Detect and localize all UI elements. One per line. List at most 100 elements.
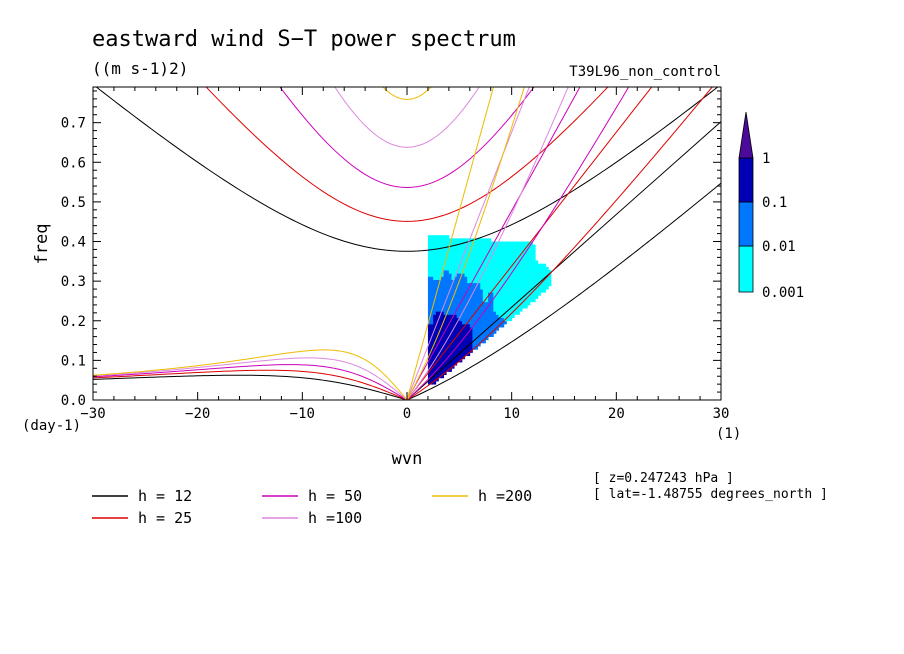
shading-cell (443, 238, 447, 242)
shading-cell (461, 311, 465, 315)
shading-cell (509, 282, 513, 287)
shading-cell (506, 298, 510, 303)
shading-cell (464, 266, 468, 271)
shading-cell (477, 260, 481, 265)
shading-cell (469, 323, 473, 328)
shading-cell (461, 263, 465, 268)
shading-cell (501, 260, 505, 265)
shading-cell (433, 365, 437, 369)
shading-cell (451, 333, 455, 338)
shading-cell (464, 257, 468, 261)
shading-cell (488, 317, 492, 322)
shading-cell (433, 330, 437, 334)
shading-cell (446, 301, 450, 306)
shading-cell (467, 349, 471, 353)
shading-cell (443, 247, 447, 252)
shading-cell (522, 273, 526, 277)
shading-cell (430, 342, 434, 347)
shading-cell (503, 282, 507, 287)
shading-cell (451, 244, 455, 249)
shading-cell (472, 279, 476, 284)
shading-cell (443, 327, 447, 331)
shading-cell (464, 311, 468, 315)
shading-cell (430, 374, 434, 379)
shading-cell (488, 304, 492, 309)
shading-cell (482, 295, 486, 299)
shading-cell (514, 266, 518, 271)
shading-cell (516, 282, 520, 287)
shading-cell (535, 295, 539, 299)
shading-cell (427, 235, 431, 239)
shading-cell (430, 371, 434, 376)
shading-cell (529, 254, 533, 258)
shading-cell (506, 285, 510, 290)
shading-cell (503, 298, 507, 303)
shading-cell (532, 276, 536, 280)
shading-cell (475, 254, 479, 258)
shading-cell (448, 292, 452, 296)
shading-cell (535, 266, 539, 271)
shading-cell (469, 241, 473, 246)
shading-cell (438, 342, 442, 347)
shading-cell (522, 301, 526, 306)
shading-cell (451, 238, 455, 242)
shading-cell (427, 365, 431, 369)
shading-cell (503, 304, 507, 309)
shading-cell (443, 365, 447, 369)
shading-cell (537, 273, 541, 277)
shading-cell (438, 235, 442, 239)
shading-cell (448, 365, 452, 369)
shading-cell (467, 308, 471, 312)
shading-cell (461, 342, 465, 347)
shading-cell (503, 308, 507, 312)
shading-cell (532, 263, 536, 268)
shading-cell (446, 358, 450, 363)
shading-cell (459, 320, 463, 325)
shading-cell (506, 257, 510, 261)
shading-cell (459, 292, 463, 296)
shading-cell (495, 260, 499, 265)
shading-cell (514, 276, 518, 280)
shading-cell (427, 273, 431, 277)
shading-cell (532, 260, 536, 265)
shading-cell (467, 336, 471, 341)
shading-cell (485, 266, 489, 271)
shading-cell (477, 247, 481, 252)
shading-cell (477, 339, 481, 344)
shading-cell (441, 247, 445, 252)
shading-cell (427, 301, 431, 306)
shading-cell (537, 289, 541, 293)
shading-cell (498, 301, 502, 306)
shading-cell (430, 327, 434, 331)
shading-cell (490, 279, 494, 284)
shading-cell (461, 339, 465, 344)
shading-cell (514, 244, 518, 249)
shading-cell (441, 273, 445, 277)
legend-label: h = 50 (308, 487, 362, 505)
shading-cell (438, 320, 442, 325)
shading-cell (519, 285, 523, 290)
shading-cell (480, 308, 484, 312)
shading-cell (451, 361, 455, 366)
shading-cell (456, 254, 460, 258)
shading-cell (495, 244, 499, 249)
shading-cell (472, 266, 476, 271)
shading-cell (485, 333, 489, 338)
shading-cell (456, 273, 460, 277)
shading-cell (511, 285, 515, 290)
shading-cell (532, 270, 536, 274)
shading-cell (488, 276, 492, 280)
shading-cell (451, 289, 455, 293)
shading-cell (433, 352, 437, 357)
shading-cell (501, 244, 505, 249)
shading-cell (524, 289, 528, 293)
shading-cell (454, 339, 458, 344)
shading-cell (448, 317, 452, 322)
shading-cell (511, 282, 515, 287)
shading-cell (435, 361, 439, 366)
shading-cell (477, 285, 481, 290)
shading-cell (469, 301, 473, 306)
shading-cell (467, 295, 471, 299)
shading-cell (472, 308, 476, 312)
shading-cell (475, 317, 479, 322)
